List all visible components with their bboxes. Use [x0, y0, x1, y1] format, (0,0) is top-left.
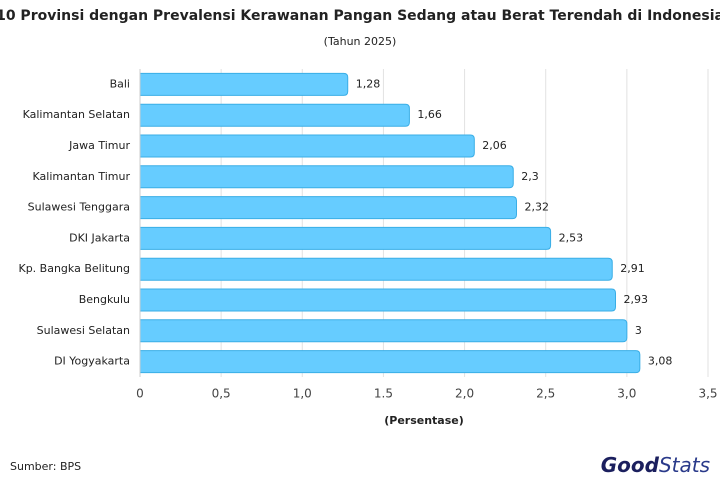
bar	[139, 103, 410, 127]
x-tick-label: 2,0	[455, 387, 474, 401]
y-tick-label: Kp. Bangka Belitung	[18, 262, 130, 275]
bar	[139, 196, 518, 220]
x-tick-label: 2,5	[536, 387, 555, 401]
value-label: 1,28	[356, 77, 381, 90]
value-label: 2,53	[559, 231, 584, 244]
y-tick-label: DI Yogyakarta	[54, 355, 130, 368]
x-tick-label: 1,0	[293, 387, 312, 401]
value-label: 3,08	[648, 355, 673, 368]
value-label: 2,32	[525, 201, 550, 214]
x-tick-label: 0	[136, 387, 144, 401]
bar	[139, 350, 641, 374]
bar	[139, 257, 613, 281]
bar	[139, 226, 552, 250]
y-tick-label: Kalimantan Timur	[33, 170, 131, 183]
value-label: 3	[635, 324, 642, 337]
x-axis-label: (Persentase)	[384, 414, 464, 427]
bar	[139, 165, 514, 189]
bar	[139, 134, 475, 158]
value-label: 2,3	[521, 170, 539, 183]
y-tick-label: DKI Jakarta	[69, 231, 130, 244]
x-tick-label: 1.5	[374, 387, 393, 401]
y-tick-label: Bali	[110, 77, 130, 90]
source: Sumber: BPS	[10, 460, 81, 473]
y-tick-label: Bengkulu	[79, 293, 130, 306]
y-tick-label: Kalimantan Selatan	[23, 108, 130, 121]
value-label: 1,66	[417, 108, 442, 121]
logo: GoodStats	[601, 453, 710, 477]
bar	[139, 288, 616, 312]
logo-good: Good	[601, 453, 660, 477]
x-tick-label: 0,5	[212, 387, 231, 401]
x-tick-label: 3,5	[698, 387, 717, 401]
value-label: 2,93	[623, 293, 648, 306]
chart-title: 10 Provinsi dengan Prevalensi Kerawanan …	[0, 8, 720, 24]
y-tick-label: Sulawesi Selatan	[37, 324, 130, 337]
bar	[139, 319, 628, 343]
x-tick-label: 3,0	[617, 387, 636, 401]
y-tick-label: Jawa Timur	[68, 139, 130, 152]
value-label: 2,06	[482, 139, 507, 152]
y-tick-label: Sulawesi Tenggara	[28, 201, 130, 214]
logo-stats: Stats	[659, 453, 710, 477]
bar	[139, 72, 349, 96]
chart-subtitle: (Tahun 2025)	[324, 35, 397, 48]
value-label: 2,91	[620, 262, 645, 275]
